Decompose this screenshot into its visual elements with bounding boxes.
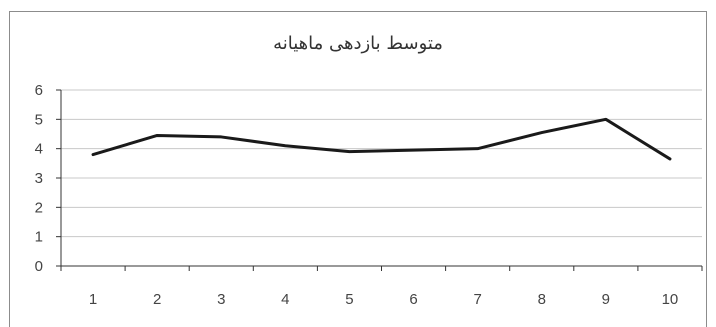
y-tick-label: 2: [35, 199, 43, 216]
gridlines: [61, 89, 702, 238]
y-tick-label: 6: [35, 82, 43, 99]
y-tick-label: 0: [35, 258, 43, 275]
y-tick-label: 1: [35, 229, 43, 246]
series-layer: [91, 117, 672, 161]
series-line: [91, 117, 672, 161]
y-tick-label: 5: [35, 111, 43, 128]
x-tick-label: 5: [345, 291, 353, 308]
x-tick-label: 9: [602, 291, 610, 308]
chart-area: [9, 11, 707, 327]
x-tick-label: 1: [89, 291, 97, 308]
x-tick-label: 2: [153, 291, 161, 308]
y-tick-label: 4: [35, 141, 43, 158]
x-tick-label: 3: [217, 291, 225, 308]
y-tick-label: 3: [35, 170, 43, 187]
x-tick-label: 10: [662, 291, 679, 308]
x-tick-label: 7: [473, 291, 481, 308]
chart-title: متوسط بازدهی ماهیانه: [273, 33, 443, 54]
x-tick-label: 4: [281, 291, 289, 308]
axes: [56, 89, 703, 271]
tick-labels: 0 1 2 3 4 5 6 1 2 3 4 5 6 7 8 9 10: [35, 82, 679, 308]
x-tick-label: 6: [409, 291, 417, 308]
x-tick-label: 8: [538, 291, 546, 308]
